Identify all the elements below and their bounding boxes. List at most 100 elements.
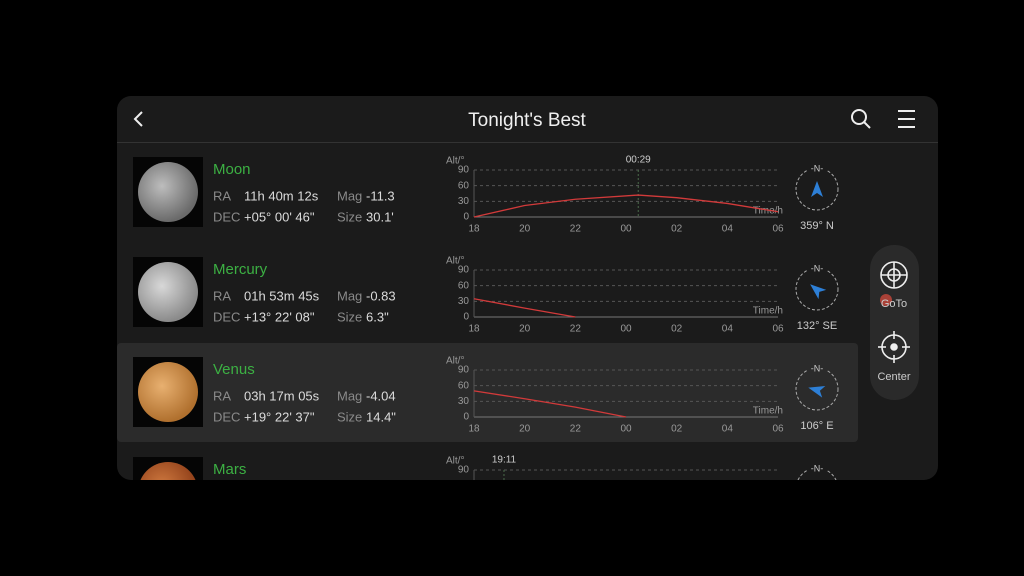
mag-label: Mag (337, 188, 362, 203)
ra-label: RA (213, 188, 231, 203)
title: Tonight's Best (468, 110, 586, 131)
transit-time: 00:29 (626, 155, 651, 166)
x-tick-label: 06 (772, 424, 784, 435)
y-tick-label: 30 (458, 196, 470, 207)
mag: -0.83 (366, 288, 396, 303)
x-tick-label: 22 (570, 524, 582, 535)
x-tick-label: 20 (519, 524, 531, 535)
object-row[interactable]: Mercury RA 01h 53m 45s Mag -0.83 DEC +13° 22' … (133, 256, 839, 335)
size: 14.4" (366, 409, 396, 424)
object-row[interactable]: Venus RA 03h 17m 05s Mag -4.04 DEC +19° 22' 37… (133, 356, 839, 435)
mag: -4.04 (366, 388, 396, 403)
menu-button[interactable] (898, 110, 915, 128)
x-tick-label: 22 (570, 224, 582, 235)
direction-arrow (808, 386, 826, 398)
mag-label: Mag (337, 288, 362, 303)
x-tick-label: 06 (772, 224, 784, 235)
compass (795, 267, 839, 311)
compass-label-bg (808, 263, 826, 274)
planet-image (138, 362, 198, 422)
azimuth: 359° N (800, 220, 834, 232)
goto-icon[interactable] (880, 261, 908, 289)
x-tick-label: 20 (519, 324, 531, 335)
search-button[interactable] (851, 109, 871, 129)
compass-north: -N- (811, 363, 824, 373)
dec-label: DEC (213, 309, 240, 324)
dec-label: DEC (213, 409, 240, 424)
x-tick-label: 18 (468, 524, 480, 535)
y-tick-label: 60 (458, 280, 470, 291)
dec-label: DEC (213, 209, 240, 224)
action-label[interactable]: Center (877, 371, 910, 383)
x-tick-label: 18 (468, 224, 480, 235)
size-label: Size (337, 409, 362, 424)
y-tick-label: 90 (458, 365, 470, 376)
y-tick-label: 60 (458, 180, 470, 191)
object-name: Mars (213, 461, 246, 478)
x-tick-label: 18 (468, 424, 480, 435)
y-tick-label: 0 (463, 312, 469, 323)
planet-image (138, 262, 198, 322)
mag-label: Mag (337, 388, 362, 403)
x-tick-label: 06 (772, 524, 784, 535)
dec: +19° 22' 37" (244, 409, 315, 424)
ra: 03h 17m 05s (244, 388, 320, 403)
compass (795, 167, 839, 211)
size-label: Size (337, 309, 362, 324)
y-axis-label: Alt/° (446, 356, 464, 367)
panel: Moon RA 11h 40m 12s Mag -11.3 DEC +05° 00' 46"… (117, 96, 938, 535)
object-name: Mercury (213, 261, 268, 278)
rows: Moon RA 11h 40m 12s Mag -11.3 DEC +05° 00' 46"… (133, 155, 839, 535)
compass-north: -N- (811, 163, 824, 173)
x-tick-label: 22 (570, 424, 582, 435)
x-tick-label: 00 (620, 324, 632, 335)
y-tick-label: 30 (458, 496, 470, 507)
x-tick-label: 04 (722, 324, 734, 335)
y-tick-label: 30 (458, 396, 470, 407)
y-tick-label: 90 (458, 265, 470, 276)
y-axis-label: Alt/° (446, 156, 464, 167)
y-axis-label: Alt/° (446, 456, 464, 467)
center-icon[interactable] (878, 331, 910, 363)
dec: +05° 00' 46" (244, 209, 315, 224)
x-tick-label: 22 (570, 324, 582, 335)
back-button[interactable] (133, 111, 143, 127)
ra-label: RA (213, 388, 231, 403)
transit-time: 19:11 (492, 455, 517, 466)
azimuth: 132° SE (797, 320, 837, 332)
x-tick-label: 02 (671, 424, 683, 435)
object-row[interactable]: Moon RA 11h 40m 12s Mag -11.3 DEC +05° 00' 46"… (133, 155, 839, 235)
x-tick-label: 20 (519, 424, 531, 435)
y-tick-label: 90 (458, 465, 470, 476)
ra-label: RA (213, 288, 231, 303)
dec: +13° 22' 08" (244, 309, 315, 324)
x-axis-label: Time/h (753, 306, 783, 317)
y-axis-label: Alt/° (446, 256, 464, 267)
x-tick-label: 02 (671, 324, 683, 335)
compass-label-bg (808, 163, 826, 174)
object-name: Venus (213, 361, 255, 378)
compass-label-bg (808, 363, 826, 374)
mag: -11.3 (366, 188, 395, 203)
compass-north: -N- (811, 263, 824, 273)
x-tick-label: 18 (468, 324, 480, 335)
x-tick-label: 20 (519, 224, 531, 235)
x-tick-label: 04 (722, 224, 734, 235)
compass-north: -N- (811, 463, 824, 473)
compass-label-bg (808, 463, 826, 474)
action-label[interactable]: GoTo (881, 298, 907, 310)
azimuth: 106° E (800, 420, 833, 432)
planet-image (138, 162, 198, 222)
ra: 11h 40m 12s (244, 188, 319, 203)
altitude-curve (473, 390, 627, 418)
x-tick-label: 00 (620, 524, 632, 535)
x-tick-label: 00 (620, 224, 632, 235)
compass (795, 367, 839, 411)
x-tick-label: 06 (772, 324, 784, 335)
y-tick-label: 60 (458, 380, 470, 391)
object-row[interactable]: Mars Alt/° 0 30 60 90 18 20 22 00 02 04 06 19:11 -N- (133, 455, 839, 535)
x-axis-label: Time/h (753, 406, 783, 417)
touch-indicator (880, 294, 892, 306)
direction-arrow (811, 181, 823, 197)
